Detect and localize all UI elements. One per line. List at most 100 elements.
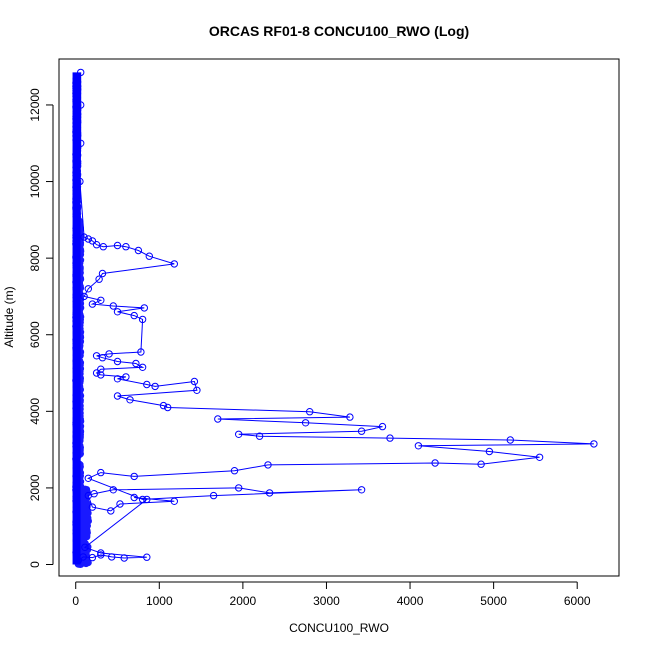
data-point [143,553,151,561]
x-axis: 0 1000 2000 3000 4000 5000 6000 [72,581,591,608]
data-point [88,237,97,245]
data-point [190,377,199,386]
data-point [109,302,118,310]
data-point [90,490,98,498]
x-tick-label: 5000 [480,594,507,608]
data-point [107,507,115,515]
data-point [151,382,159,391]
series-layer [74,68,598,565]
data-point [122,373,130,381]
data-point [485,447,494,456]
data-point [80,233,88,241]
data-point [84,235,93,243]
data-point [193,386,201,394]
data-point [120,554,128,562]
data-point [92,241,101,249]
y-tick-label: 12000 [28,88,42,122]
data-point [97,371,105,379]
data-point [88,553,97,562]
data-point [235,484,243,492]
data-point [113,375,122,383]
data-point [145,252,154,260]
x-axis-label: CONCU100_RWO [289,621,389,635]
data-point [108,553,116,561]
data-point [130,311,138,320]
data-point [98,269,107,278]
y-axis-label: Altitude (m) [2,286,16,347]
data-point [255,432,264,440]
data-point [143,495,151,504]
data-point [126,396,134,404]
data-point [130,493,138,502]
data-point [92,352,101,360]
y-tick-label: 10000 [28,165,42,199]
data-point [301,419,310,427]
data-point [209,491,218,500]
data-point [113,357,122,366]
x-tick-label: 0 [72,594,79,608]
data-point [138,315,147,324]
data-point [88,300,97,308]
x-tick-label: 2000 [230,594,257,608]
plot-frame [58,58,620,577]
data-point [143,380,151,389]
data-point [535,453,544,461]
data-point [130,472,138,481]
data-point [92,369,101,377]
data-point [230,467,239,475]
data-point [80,292,88,301]
data-point [99,243,108,251]
y-tick-label: 6000 [28,321,42,348]
data-point [159,401,168,410]
data-point [170,260,179,268]
data-point [77,68,85,77]
data-point [116,500,124,508]
data-point [109,486,118,494]
data-point [88,503,97,511]
data-point [97,551,105,559]
data-point [306,408,314,416]
data-point [477,460,485,468]
data-point [138,363,147,371]
data-point [97,365,105,373]
x-tick-label: 4000 [397,594,424,608]
data-point [84,285,93,293]
y-axis: 0 2000 4000 6000 8000 10000 12000 [28,88,54,568]
data-point [77,101,85,109]
y-tick-label: 8000 [28,244,42,271]
data-point [138,495,147,504]
data-point [113,392,122,400]
data-point [105,350,113,358]
data-point [431,459,439,467]
data-point [132,359,140,368]
x-tick-label: 6000 [564,594,591,608]
data-point [414,442,423,450]
data-point [97,549,105,557]
data-point [134,246,143,255]
data-point [122,243,130,251]
y-tick-label: 0 [28,561,42,568]
data-point [386,434,394,442]
data-point [506,436,514,444]
data-point [81,543,89,551]
data-point [79,553,87,561]
data-point [76,177,84,186]
data-point [95,275,103,283]
data-point [77,139,85,148]
y-tick-label: 4000 [28,398,42,425]
data-point [137,348,145,356]
data-point [97,296,105,304]
x-tick-label: 1000 [146,594,173,608]
data-point [113,241,122,250]
data-point [235,430,243,438]
data-point [74,557,82,565]
data-point [590,440,598,448]
series-line [77,72,594,562]
data-point [84,474,93,482]
data-point [357,427,366,435]
chart-title: ORCAS RF01-8 CONCU100_RWO (Log) [209,23,469,39]
data-point [113,308,122,316]
x-tick-label: 3000 [313,594,340,608]
data-point [265,489,274,497]
